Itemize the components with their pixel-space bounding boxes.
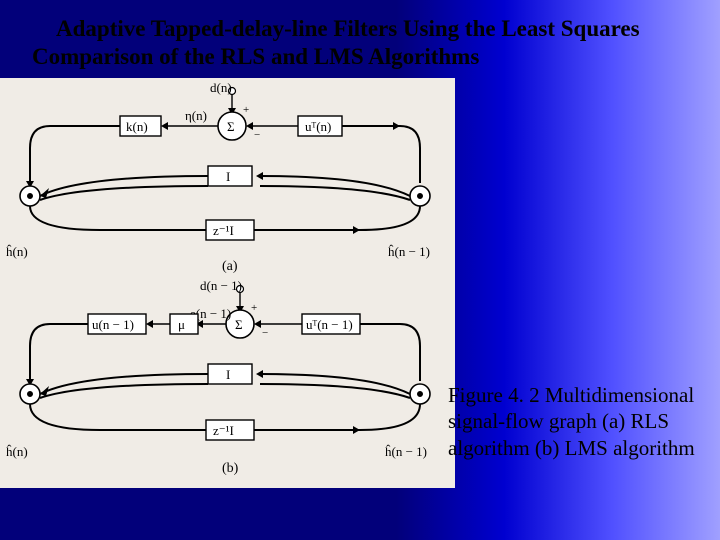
label-left-node-b: ĥ(n) — [6, 444, 28, 459]
label-uT-a: uᵀ(n) — [305, 119, 331, 134]
plus-a: + — [243, 104, 249, 116]
summer-b: Σ — [235, 317, 243, 332]
box-I-a: I — [226, 169, 230, 184]
box-uT-b: uᵀ(n − 1) — [306, 317, 353, 332]
figure-area: d(n) Σ + − uᵀ(n) η(n) k(n) — [0, 78, 455, 488]
box-k-a: k(n) — [126, 119, 148, 134]
label-right-node-b: ĥ(n − 1) — [385, 444, 427, 459]
box-mu-b: μ — [178, 317, 185, 332]
subfigure-a: d(n) Σ + − uᵀ(n) η(n) k(n) — [6, 80, 430, 274]
minus-a: − — [254, 129, 260, 141]
sublabel-a: (a) — [222, 259, 238, 274]
label-d-a: d(n) — [210, 80, 232, 95]
box-u-left-b: u(n − 1) — [92, 317, 134, 332]
label-right-node-a: ĥ(n − 1) — [388, 244, 430, 259]
figure-caption: Figure 4. 2 Multidimensional signal-flow… — [448, 382, 716, 461]
signal-flow-diagram: d(n) Σ + − uᵀ(n) η(n) k(n) — [0, 78, 455, 488]
summer-a: Σ — [227, 119, 235, 134]
subfigure-b: d(n − 1) Σ + − uᵀ(n − 1) e(n − 1) μ — [6, 278, 430, 476]
label-eta-a: η(n) — [185, 108, 207, 123]
slide-subtitle: Comparison of the RLS and LMS Algorithms — [32, 44, 479, 70]
label-d-b: d(n − 1) — [200, 278, 242, 293]
box-I-b: I — [226, 367, 230, 382]
slide: Adaptive Tapped-delay-line Filters Using… — [0, 0, 720, 540]
slide-title: Adaptive Tapped-delay-line Filters Using… — [56, 16, 690, 42]
plus-b: + — [251, 302, 257, 314]
box-delay-a: z⁻¹I — [213, 223, 234, 238]
label-left-node-a: ĥ(n) — [6, 244, 28, 259]
box-delay-b: z⁻¹I — [213, 423, 234, 438]
sublabel-b: (b) — [222, 461, 239, 476]
minus-b: − — [262, 327, 268, 339]
